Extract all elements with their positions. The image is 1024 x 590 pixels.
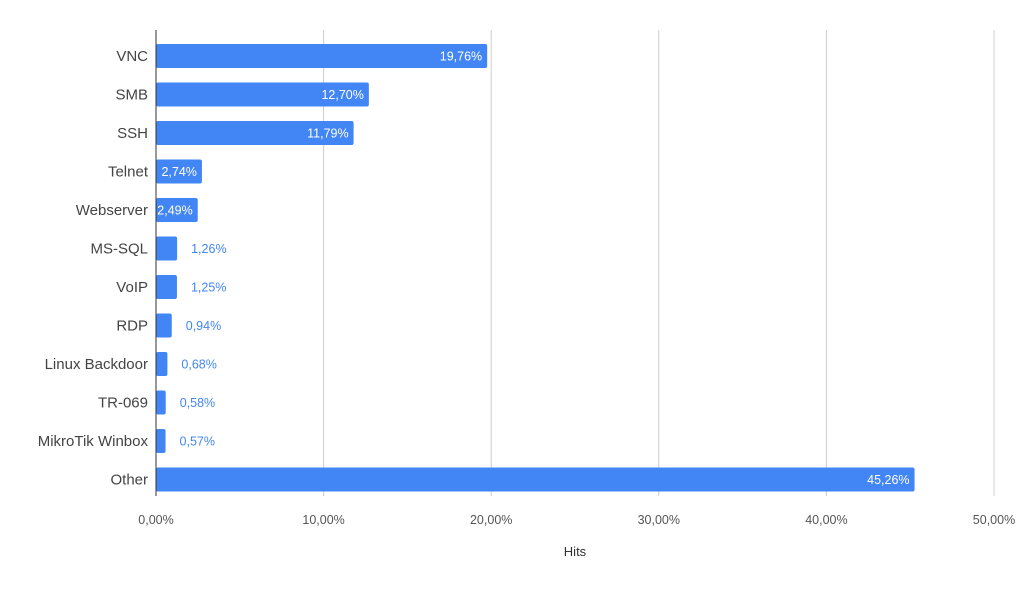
category-label: Linux Backdoor — [45, 356, 148, 373]
category-label: TR-069 — [98, 395, 148, 412]
category-label: VNC — [116, 48, 148, 65]
data-labels: 19,76% 12,70% 11,79% 2,74% 2,49% 1,26% 1,25% 0,… — [157, 50, 909, 488]
bars — [156, 44, 915, 492]
bar — [156, 44, 488, 68]
data-label: 0,57% — [180, 435, 215, 449]
bar — [156, 313, 172, 338]
data-label: 1,26% — [191, 242, 226, 256]
data-label: 0,94% — [186, 319, 221, 333]
x-tick-label: 20,00% — [470, 513, 512, 527]
category-labels: VNC SMB SSH Telnet Webserver MS-SQL VoIP RDP Lin… — [38, 48, 149, 489]
data-label: 11,79% — [307, 127, 348, 141]
category-label: Other — [110, 472, 148, 489]
category-label: MS-SQL — [90, 241, 148, 258]
bar — [156, 198, 198, 222]
x-tick-labels: 0,00% 10,00% 20,00% 30,00% 40,00% 50,00% — [138, 513, 1015, 527]
bar — [156, 467, 915, 492]
category-label: RDP — [116, 318, 148, 335]
data-label: 0,58% — [180, 396, 215, 410]
x-tick-label: 10,00% — [302, 513, 344, 527]
bar — [156, 390, 166, 415]
x-tick-label: 0,00% — [138, 513, 173, 527]
category-label: Webserver — [76, 202, 148, 219]
category-label: SSH — [117, 125, 148, 142]
data-label: 2,74% — [161, 165, 196, 179]
gridlines — [323, 30, 995, 496]
category-label: VoIP — [116, 279, 148, 296]
x-tick-label: 30,00% — [638, 513, 680, 527]
bar — [156, 429, 166, 453]
bar — [156, 352, 168, 376]
data-label: 19,76% — [440, 50, 482, 64]
category-label: Telnet — [108, 164, 149, 181]
category-label: SMB — [115, 87, 148, 104]
bar — [156, 236, 178, 261]
x-tick-label: 50,00% — [973, 513, 1015, 527]
x-axis-title: Hits — [564, 544, 587, 559]
data-label: 0,68% — [181, 358, 216, 372]
category-label: MikroTik Winbox — [38, 433, 149, 450]
bar — [156, 82, 369, 107]
data-label: 12,70% — [321, 88, 363, 102]
data-label: 1,25% — [191, 281, 226, 295]
bar — [156, 159, 202, 184]
x-tick-label: 40,00% — [805, 513, 847, 527]
bar — [156, 121, 354, 145]
bar — [156, 275, 177, 299]
data-label: 45,26% — [867, 473, 909, 487]
data-label: 2,49% — [157, 204, 192, 218]
